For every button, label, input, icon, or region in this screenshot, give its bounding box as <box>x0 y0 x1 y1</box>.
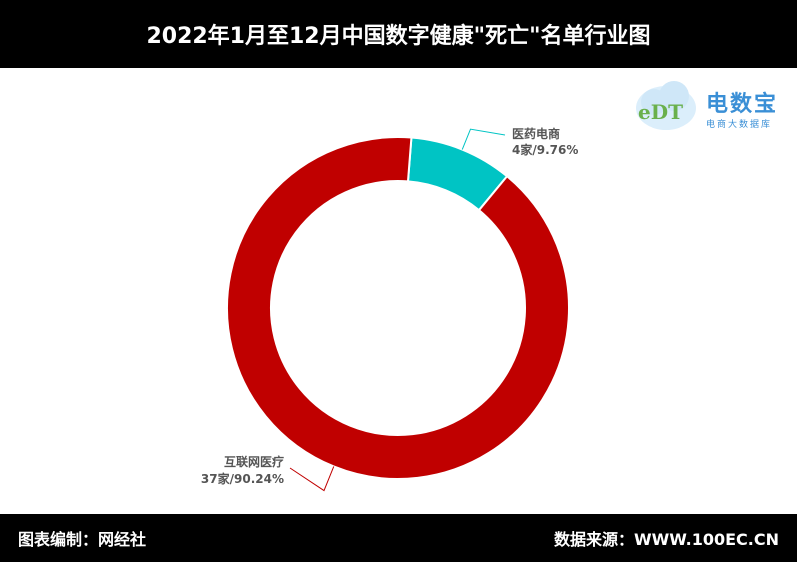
header-bar: 2022年1月至12月中国数字健康"死亡"名单行业图 <box>0 0 797 68</box>
logo-name: 电数宝 <box>706 92 779 117</box>
logo: eDT 电数宝 电商大数据库 <box>626 72 790 136</box>
leader-line-2 <box>289 466 335 492</box>
slice-label-name-2: 互联网医疗 <box>224 454 284 469</box>
slice-label-name-1: 医药电商 <box>512 126 560 141</box>
slice-label-value-2: 37家/90.24% <box>201 471 284 486</box>
logo-mark: eDT <box>638 100 683 124</box>
slice-label-value-1: 4家/9.76% <box>512 142 578 157</box>
footer-compiler: 图表编制：网经社 <box>18 530 147 549</box>
footer-bar: 图表编制：网经社 数据来源：WWW.100EC.CN <box>0 514 797 562</box>
leader-line-1 <box>461 128 506 150</box>
logo-subtitle: 电商大数据库 <box>706 120 773 130</box>
cloud-logo-icon: eDT <box>636 81 696 130</box>
donut-slice-2 <box>226 136 570 480</box>
footer-source: 数据来源：WWW.100EC.CN <box>553 530 779 549</box>
chart-title: 2022年1月至12月中国数字健康"死亡"名单行业图 <box>146 24 651 49</box>
